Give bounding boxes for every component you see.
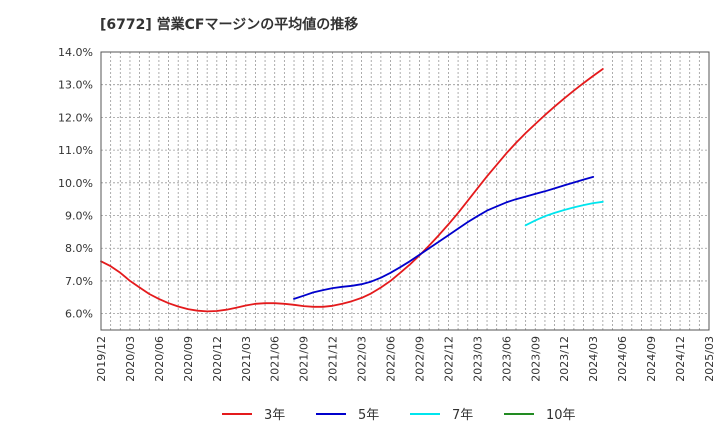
- y-tick-label: 12.0%: [58, 111, 93, 124]
- chart-title: [6772] 営業CFマージンの平均値の推移: [100, 17, 359, 33]
- x-tick-label: 2025/03: [703, 336, 716, 382]
- y-tick-label: 7.0%: [65, 275, 93, 288]
- x-tick-label: 2022/12: [442, 336, 455, 382]
- x-tick-label: 2022/06: [385, 336, 398, 382]
- x-tick-label: 2021/06: [269, 336, 282, 382]
- legend-label: 7年: [452, 408, 473, 423]
- x-tick-label: 2024/12: [674, 336, 687, 382]
- x-tick-label: 2019/12: [95, 336, 108, 382]
- y-tick-label: 9.0%: [65, 210, 93, 223]
- x-tick-label: 2020/09: [182, 336, 195, 382]
- x-tick-label: 2021/09: [298, 336, 311, 382]
- series-layer: [100, 68, 604, 313]
- grid-layer: [100, 51, 710, 330]
- y-tick-label: 13.0%: [58, 79, 93, 92]
- y-tick-label: 10.0%: [58, 177, 93, 190]
- x-tick-label: 2022/03: [356, 336, 369, 382]
- x-axis-ticks: 2019/12 2020/03 2020/06 2020/09 2020/12 2021/…: [95, 336, 716, 382]
- x-tick-label: 2024/03: [587, 336, 600, 382]
- series-line-5年: [293, 175, 595, 300]
- x-tick-label: 2020/12: [211, 336, 224, 382]
- x-tick-label: 2023/03: [471, 336, 484, 382]
- legend: 3年 5年 7年 10年: [222, 408, 576, 423]
- y-tick-label: 14.0%: [58, 46, 93, 59]
- x-tick-label: 2022/09: [413, 336, 426, 382]
- series-line-3年: [100, 68, 604, 313]
- x-tick-label: 2024/09: [645, 336, 658, 382]
- legend-label: 10年: [546, 408, 576, 423]
- legend-label: 5年: [358, 408, 379, 423]
- x-tick-label: 2021/12: [327, 336, 340, 382]
- x-tick-label: 2021/03: [240, 336, 253, 382]
- x-tick-label: 2020/03: [124, 336, 137, 382]
- y-axis-ticks: 14.0% 13.0% 12.0% 11.0% 10.0% 9.0% 8.0% 7.0% 6.0…: [58, 46, 93, 321]
- legend-label: 3年: [264, 408, 285, 423]
- y-tick-label: 8.0%: [65, 242, 93, 255]
- x-tick-label: 2023/06: [500, 336, 513, 382]
- x-tick-label: 2024/06: [616, 336, 629, 382]
- x-tick-label: 2020/06: [153, 336, 166, 382]
- x-tick-label: 2023/12: [558, 336, 571, 382]
- y-tick-label: 11.0%: [58, 144, 93, 157]
- x-tick-label: 2023/09: [529, 336, 542, 382]
- series-line-7年: [524, 200, 604, 227]
- plot-area-frame: [100, 51, 710, 331]
- y-tick-label: 6.0%: [65, 308, 93, 321]
